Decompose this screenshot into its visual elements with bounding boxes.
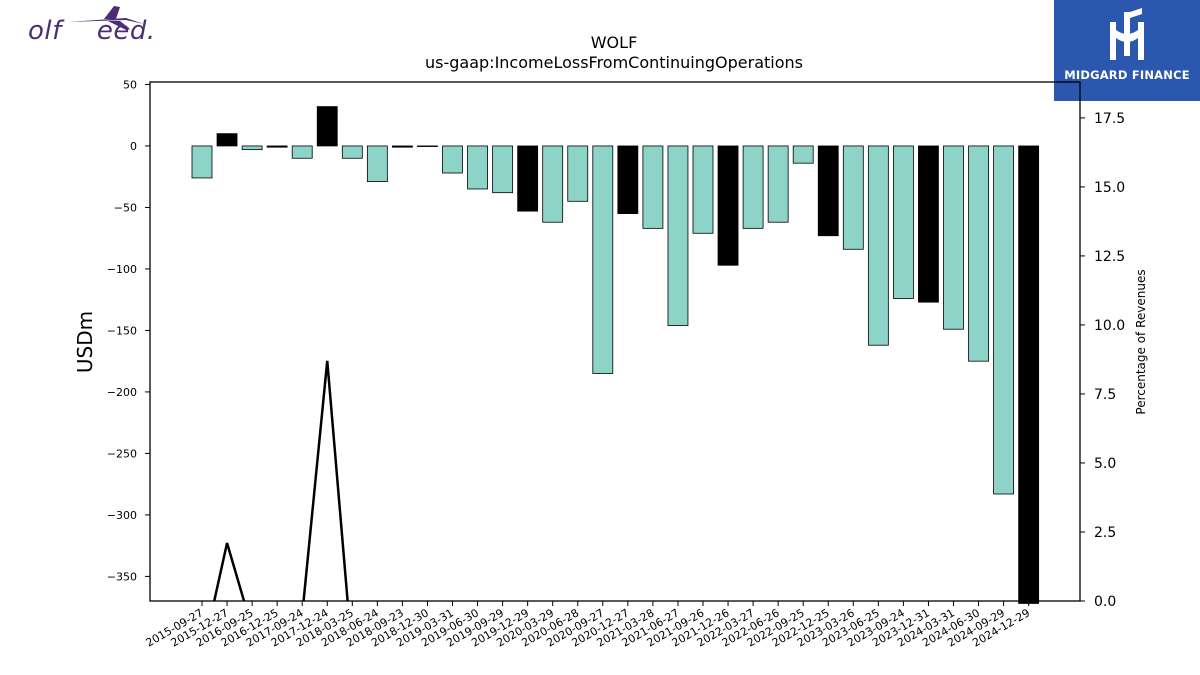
bar (1018, 145, 1040, 604)
chart-subtitle: us-gaap:IncomeLossFromContinuingOperatio… (425, 53, 803, 72)
y-tick-label: −300 (107, 509, 137, 522)
bar (241, 145, 263, 151)
y2-tick-label: 17.5 (1094, 111, 1125, 127)
bar (592, 145, 614, 374)
y2-tick-label: 7.5 (1094, 387, 1116, 403)
y2-tick-label: 12.5 (1094, 249, 1125, 265)
bar (893, 145, 914, 299)
y-tick-label: 50 (123, 78, 137, 91)
brand-name: MIDGARD FINANCE (1064, 68, 1190, 82)
bar (417, 145, 438, 147)
bar (291, 145, 313, 159)
plot-frame (149, 81, 1081, 602)
y-tick-label: −350 (107, 570, 137, 583)
bar (717, 145, 739, 266)
bar (742, 145, 764, 229)
bar (617, 145, 639, 214)
bar (366, 145, 388, 183)
y2-tick-label: 15.0 (1094, 180, 1125, 196)
midgard-logo-icon (1110, 8, 1144, 60)
y2-tick-label: 2.5 (1094, 525, 1116, 541)
bar (517, 145, 539, 212)
bar (943, 145, 964, 330)
midgard-finance-logo: MIDGARD FINANCE (1054, 0, 1200, 101)
bar (341, 145, 363, 159)
bar (993, 145, 1014, 495)
bar (567, 145, 589, 202)
y-tick-label: −250 (107, 447, 137, 460)
bar (391, 145, 413, 148)
y-axis-label: USDm (73, 311, 97, 373)
bar (266, 145, 288, 148)
bar (817, 145, 839, 237)
chart-title: WOLF (591, 33, 638, 52)
wolfspeed-logo: olf eed. (28, 4, 158, 52)
bar (467, 145, 488, 190)
y-tick-label: −150 (107, 324, 137, 337)
plane-icon (68, 6, 144, 30)
bar (667, 145, 689, 326)
bar (867, 145, 889, 346)
line-group (212, 360, 349, 601)
bar (642, 145, 664, 229)
y-tick-label: −100 (107, 263, 137, 276)
bar (968, 145, 989, 362)
series-line (212, 360, 349, 601)
bar (542, 145, 564, 223)
bar (767, 145, 789, 223)
bar (492, 145, 514, 194)
y2-axis-label: Percentage of Revenues (1134, 269, 1148, 414)
bar (442, 145, 463, 174)
bar (216, 133, 238, 147)
bar (316, 106, 338, 147)
y-tick-label: −200 (107, 386, 137, 399)
bar (918, 145, 939, 303)
y-tick-label: −50 (114, 201, 137, 214)
y2-tick-label: 10.0 (1094, 318, 1125, 334)
logo-wordmark: olf eed. (28, 16, 156, 46)
bar (792, 145, 814, 164)
y-tick-label: 0 (130, 140, 137, 153)
bars-group (191, 106, 1040, 604)
y2-tick-label: 5.0 (1094, 456, 1116, 472)
bar (842, 145, 864, 250)
bar (191, 145, 213, 179)
bar (692, 145, 714, 234)
y2-tick-label: 0.0 (1094, 594, 1116, 610)
